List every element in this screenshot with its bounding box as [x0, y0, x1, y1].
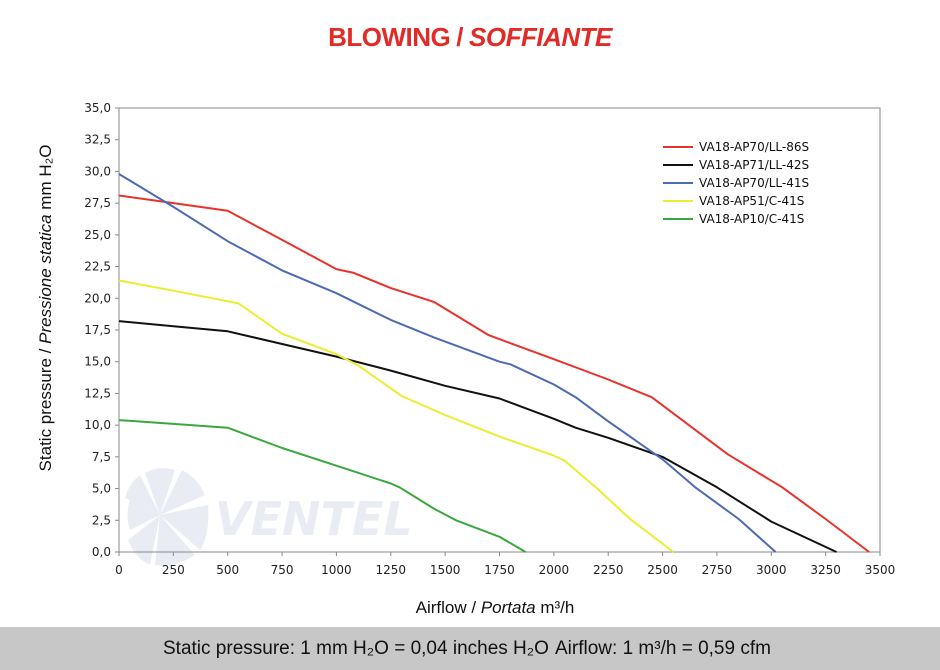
- y-tick-label: 17,5: [84, 323, 111, 337]
- series-line-va18-ap70-ll-86s: [118, 194, 870, 553]
- x-tick-label: 2500: [647, 563, 678, 577]
- y-tick-label: 22,5: [84, 260, 111, 274]
- x-tick-label: 3250: [810, 563, 841, 577]
- y-tick-label: 12,5: [84, 386, 111, 400]
- plot-area: 0 250 500 750 1000 1250 1500 1750 2000 2250 2500 27…: [84, 101, 895, 577]
- legend-label: VA18-AP51/C-41S: [699, 194, 804, 208]
- y-tick-label: 0,0: [92, 545, 111, 559]
- x-tick-label: 750: [271, 563, 294, 577]
- series-line-va18-ap70-ll-41s: [118, 173, 777, 553]
- series-layer: [118, 173, 870, 553]
- footer-airflow-note: Airflow: 1 m³/h = 0,59 cfm: [555, 638, 771, 659]
- y-tick-label: 15,0: [84, 355, 111, 369]
- y-tick-label: 2,5: [92, 513, 111, 527]
- watermark-text: VENTEL: [215, 492, 413, 546]
- x-tick-label: 500: [216, 563, 239, 577]
- y-tick-label: 32,5: [84, 133, 111, 147]
- footer-bar: Static pressure: 1 mm H₂O = 0,04 inches …: [0, 627, 940, 670]
- legend-label: VA18-AP10/C-41S: [699, 212, 804, 226]
- y-tick-label: 25,0: [84, 228, 111, 242]
- y-tick-label: 20,0: [84, 291, 111, 305]
- legend-label: VA18-AP70/LL-86S: [699, 140, 809, 154]
- y-tick-label: 35,0: [84, 101, 111, 115]
- x-tick-label: 1000: [321, 563, 352, 577]
- y-tick-label: 5,0: [92, 482, 111, 496]
- x-tick-label: 2250: [593, 563, 624, 577]
- y-axis-label-unit: mm H₂O: [36, 144, 55, 215]
- x-axis-label-unit: m³/h: [535, 598, 575, 617]
- title-italic: SOFFIANTE: [469, 22, 612, 52]
- x-axis-label-italic: Portata: [480, 598, 536, 617]
- series-line-va18-ap51-c-41s: [118, 279, 675, 553]
- chart-canvas: 0 250 500 750 1000 1250 1500 1750 2000 2250 2500 27…: [84, 101, 895, 577]
- x-tick-label: 1250: [376, 563, 407, 577]
- legend-label: VA18-AP70/LL-41S: [699, 176, 809, 190]
- y-axis-label: Static pressure / Pressione statica mm H…: [36, 145, 56, 472]
- y-axis-label-main: Static pressure: [36, 358, 55, 472]
- x-tick-label: 250: [162, 563, 185, 577]
- x-axis-label: Airflow / Portata m³/h: [0, 598, 940, 618]
- x-tick-label: 3500: [865, 563, 896, 577]
- legend: VA18-AP70/LL-86S VA18-AP71/LL-42S VA18-AP7…: [663, 140, 809, 226]
- chart-title: BLOWING / SOFFIANTE: [0, 22, 940, 53]
- x-tick-label: 1750: [484, 563, 515, 577]
- y-axis-label-sep: /: [36, 343, 55, 359]
- x-axis-label-sep: /: [466, 598, 481, 617]
- x-tick-label: 3000: [756, 563, 787, 577]
- title-main: BLOWING: [328, 22, 451, 52]
- y-tick-label: 30,0: [84, 164, 111, 178]
- x-tick-label: 2000: [539, 563, 570, 577]
- series-line-va18-ap10-c-41s: [118, 419, 527, 553]
- x-tick-label: 1500: [430, 563, 461, 577]
- legend-label: VA18-AP71/LL-42S: [699, 158, 809, 172]
- y-tick-label: 10,0: [84, 418, 111, 432]
- title-separator: /: [456, 22, 464, 52]
- series-line-va18-ap71-ll-42s: [118, 320, 837, 553]
- plot-frame: [118, 107, 881, 553]
- x-axis-label-main: Airflow: [415, 598, 467, 617]
- x-tick-label: 0: [115, 563, 123, 577]
- y-tick-label: 7,5: [92, 450, 111, 464]
- x-tick-label: 2750: [702, 563, 733, 577]
- y-tick-label: 27,5: [84, 196, 111, 210]
- y-axis-label-italic: Pressione statica: [36, 214, 55, 344]
- footer-pressure-note: Static pressure: 1 mm H₂O = 0,04 inches …: [163, 638, 549, 659]
